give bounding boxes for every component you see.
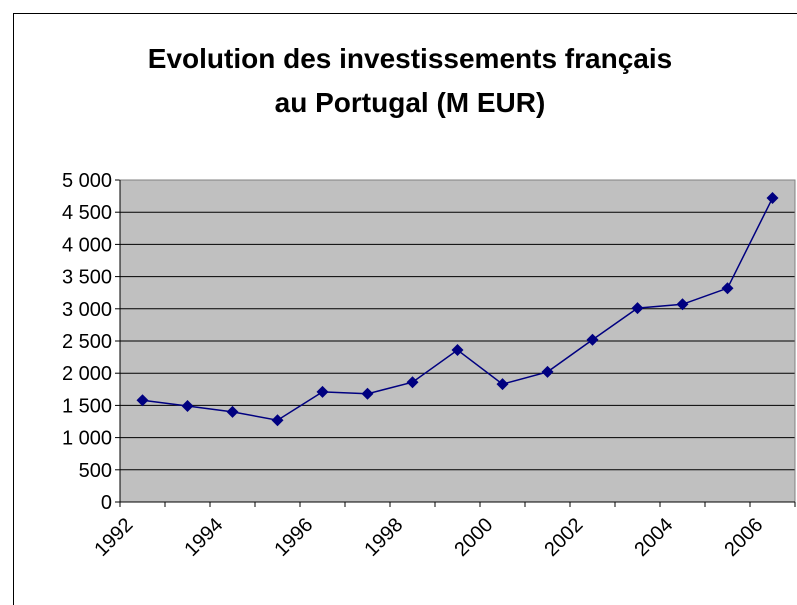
y-tick-label: 5 000 [62, 170, 112, 192]
marker [271, 414, 284, 427]
marker [361, 387, 374, 400]
marker [631, 302, 644, 315]
marker [451, 344, 464, 357]
marker [136, 394, 149, 407]
marker [541, 365, 554, 378]
chart-title: au Portugal (M EUR) [275, 87, 546, 118]
marker [406, 376, 419, 389]
y-tick-label: 1 000 [62, 428, 112, 450]
marker [766, 192, 779, 205]
y-tick-label: 500 [79, 460, 112, 482]
marker [586, 333, 599, 346]
y-tick-label: 4 500 [62, 202, 112, 224]
y-tick-label: 3 500 [62, 267, 112, 289]
marker [721, 282, 734, 295]
y-tick-label: 1 500 [62, 395, 112, 417]
marker [316, 385, 329, 398]
y-tick-label: 4 000 [62, 234, 112, 256]
y-tick-label: 2 000 [62, 363, 112, 385]
marker [226, 405, 239, 418]
marker [676, 298, 689, 311]
marker [496, 378, 509, 391]
marker [181, 400, 194, 413]
y-tick-label: 2 500 [62, 331, 112, 353]
chart-title: Evolution des investissements français [148, 43, 672, 74]
y-tick-label: 3 000 [62, 299, 112, 321]
y-tick-label: 0 [101, 492, 112, 514]
